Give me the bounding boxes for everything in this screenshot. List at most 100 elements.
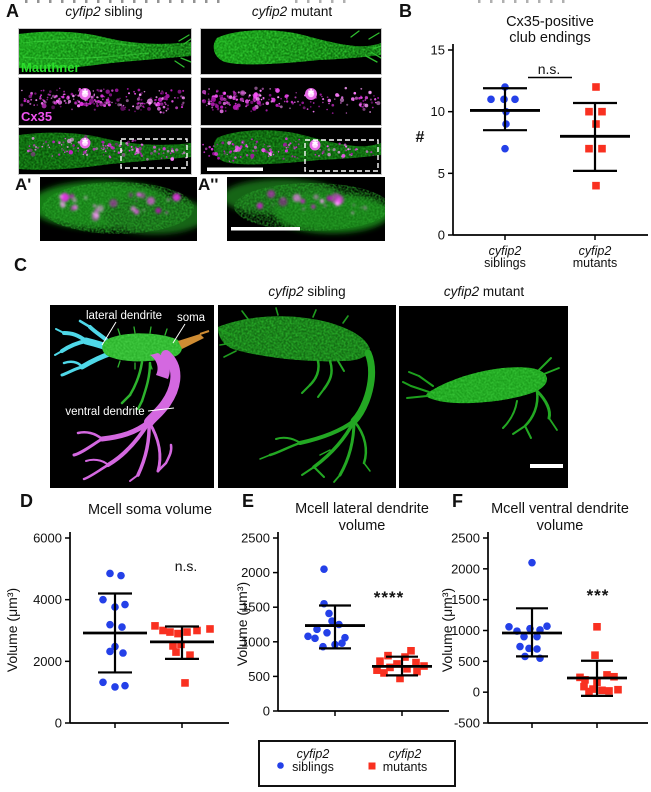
chart-title: volume <box>537 518 584 534</box>
chart-title: volume <box>339 518 386 534</box>
data-point <box>121 600 129 609</box>
y-tick-label: 10 <box>431 104 445 119</box>
chart-title: Mcell lateral dendrite <box>295 501 429 517</box>
panel-letter-C: C <box>14 255 27 275</box>
micrograph-inset-sibling <box>40 177 197 241</box>
data-point <box>403 664 411 673</box>
chart-title: club endings <box>509 30 590 46</box>
significance-label: *** <box>587 586 610 605</box>
data-point <box>520 632 528 641</box>
data-point <box>117 571 125 580</box>
y-tick-label: 2000 <box>33 654 62 669</box>
data-point <box>533 632 541 641</box>
data-point <box>311 634 319 643</box>
legend-marker-mutants <box>368 762 376 770</box>
data-point <box>328 617 336 625</box>
chart-title: Mcell soma volume <box>88 502 212 518</box>
data-point <box>581 676 589 684</box>
data-point <box>325 609 333 618</box>
x-tick-label: cyfip2 <box>579 244 612 258</box>
asterisk-marker: * <box>82 135 88 152</box>
data-point <box>166 628 174 636</box>
data-point <box>598 107 606 116</box>
y-tick-label: 2500 <box>241 531 270 546</box>
data-point <box>106 620 114 629</box>
data-point <box>320 565 328 573</box>
data-point <box>413 667 421 676</box>
panel-c-header-mutant: cyfip2 mutant <box>443 284 525 299</box>
clipped-caption-fragments <box>478 0 573 3</box>
figure-legend: cyfip2 siblings cyfip2 mutants <box>258 740 456 787</box>
annotation-ventral-dendrite: ventral dendrite <box>65 406 144 418</box>
panel-letter-B: B <box>399 1 412 21</box>
panel-c-header-sibling: cyfip2 sibling <box>268 284 346 299</box>
y-tick-label: 2000 <box>451 561 480 576</box>
y-tick-label: 5 <box>438 166 445 181</box>
y-axis-label: Volume (μm³) <box>235 582 250 666</box>
scale-bar <box>207 167 263 171</box>
data-point <box>589 685 597 693</box>
panel-a-header-sibling: cyfip2 sibling <box>65 4 143 19</box>
panel-letter-A: A <box>6 1 19 21</box>
panel-letter-A-prime: A' <box>15 175 32 194</box>
y-tick-label: 500 <box>248 669 270 684</box>
legend-label-siblings: cyfip2 siblings <box>292 747 334 774</box>
asterisk-marker: * <box>308 86 314 103</box>
data-point <box>393 660 401 668</box>
data-point <box>111 683 119 691</box>
inset-roi-box <box>304 139 379 172</box>
data-point <box>99 678 107 687</box>
micrograph-merge-mutant: * <box>200 127 382 175</box>
data-point <box>206 625 214 633</box>
data-point <box>605 687 613 695</box>
data-point <box>106 647 114 656</box>
data-point <box>174 629 182 638</box>
y-tick-label: 2000 <box>241 565 270 580</box>
data-point <box>533 645 541 653</box>
y-tick-label: 0 <box>438 228 445 243</box>
chart-title: Mcell ventral dendrite <box>491 501 629 517</box>
data-point <box>373 666 381 674</box>
y-tick-label: 1000 <box>241 634 270 649</box>
panel-letter-A-doubleprime: A'' <box>198 175 219 194</box>
lateral-dendrite-render <box>54 319 116 377</box>
data-point <box>592 83 600 91</box>
legend-marker-siblings <box>277 762 284 769</box>
significance-label: n.s. <box>538 61 561 77</box>
chart-title: Cx35-positive <box>506 14 594 30</box>
y-tick-label: 4000 <box>33 592 62 607</box>
data-point <box>511 95 519 104</box>
data-point <box>169 642 177 650</box>
scale-bar <box>530 464 563 468</box>
ventral-dendrite-render <box>72 350 181 482</box>
y-tick-label: 1500 <box>241 600 270 615</box>
mcell-mutant-image <box>399 306 568 488</box>
data-point <box>528 558 536 567</box>
data-point <box>614 685 622 694</box>
panel-letter-D: D <box>20 491 33 511</box>
data-point <box>151 622 159 630</box>
chart-E: Mcell lateral dendrite volume Volume (μm³)… <box>235 490 453 740</box>
data-point <box>396 674 404 683</box>
axon-render <box>178 334 204 349</box>
stain-label-cx35: Cx35 <box>21 109 52 124</box>
clipped-caption-fragments <box>25 0 220 3</box>
y-tick-label: 0 <box>55 716 62 731</box>
data-point <box>119 649 127 657</box>
data-point <box>193 626 201 635</box>
data-point <box>516 642 524 651</box>
x-tick-label: cyfip2 <box>489 244 522 258</box>
annotation-lateral-dendrite: lateral dendrite <box>86 310 162 322</box>
y-axis-label: Volume (μm³) <box>4 588 20 672</box>
inset-roi-box <box>120 138 188 169</box>
leader-line <box>172 323 186 344</box>
panel-letter-F: F <box>452 491 463 511</box>
micrograph-mauthner-sibling: Mauthner <box>18 28 192 75</box>
data-point <box>304 632 312 641</box>
data-point <box>487 95 495 104</box>
y-axis-label: Volume (μm³) <box>440 588 455 672</box>
chart-F: Mcell ventral dendrite volume Volume (μm³)… <box>440 490 651 742</box>
data-point <box>121 681 129 690</box>
data-point <box>99 595 107 604</box>
